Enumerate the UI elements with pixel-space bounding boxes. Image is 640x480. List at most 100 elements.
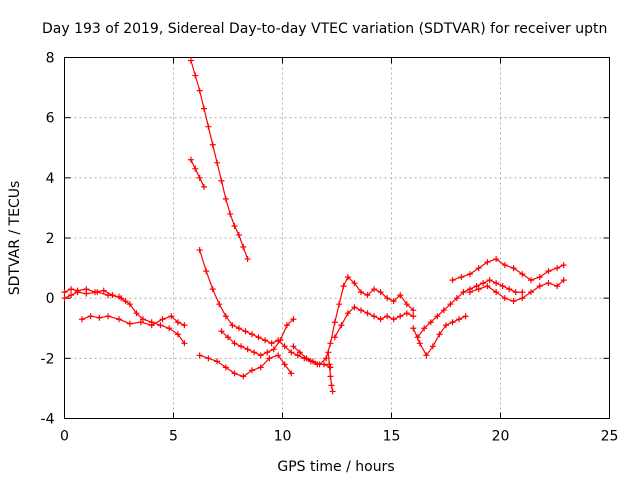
data-point (390, 298, 397, 305)
data-point (327, 364, 334, 371)
y-tick-label: 0 (46, 291, 55, 307)
data-point (434, 313, 441, 320)
data-point (326, 361, 333, 368)
data-point (196, 87, 203, 94)
series-trace-m (414, 277, 526, 341)
data-point (105, 292, 112, 299)
series-trace-c (78, 313, 188, 329)
data-point (105, 313, 112, 320)
y-axis-label: SDTVAR / TECUs (7, 181, 23, 296)
data-point (235, 231, 242, 238)
data-point (371, 286, 378, 293)
y-tick-label: -2 (41, 351, 55, 367)
data-point (248, 331, 255, 338)
data-point (480, 280, 487, 287)
data-point (331, 334, 338, 341)
data-point (336, 301, 343, 308)
data-point (443, 322, 449, 329)
data-point (423, 352, 430, 359)
data-point (231, 340, 238, 347)
data-point (351, 280, 358, 287)
data-point (148, 322, 155, 329)
data-point (255, 334, 262, 341)
data-point (251, 349, 258, 356)
chart-title: Day 193 of 2019, Sidereal Day-to-day VTE… (42, 21, 607, 37)
y-tick-label: 2 (46, 231, 55, 247)
series-line (334, 306, 414, 338)
data-point (554, 265, 561, 272)
data-point (214, 159, 221, 166)
data-point (216, 301, 223, 308)
series-trace-n (449, 256, 567, 284)
data-point (449, 277, 456, 284)
data-point (196, 352, 203, 359)
data-point (218, 177, 225, 184)
data-point (78, 316, 85, 323)
data-point (218, 328, 225, 335)
data-point (288, 370, 295, 377)
data-point (205, 123, 212, 130)
data-point (323, 355, 330, 362)
data-point (427, 319, 434, 326)
data-point (536, 274, 543, 281)
data-point (231, 370, 238, 377)
data-point (449, 319, 456, 326)
data-point (453, 295, 460, 302)
data-point (466, 289, 473, 296)
data-point (181, 322, 188, 329)
data-point (231, 222, 238, 229)
y-tick-label: 4 (46, 171, 55, 187)
y-tick-label: 6 (46, 111, 55, 127)
data-point (294, 352, 301, 359)
data-point (403, 301, 410, 308)
data-point (371, 313, 378, 320)
series-group (61, 57, 567, 395)
data-point (331, 319, 338, 326)
data-point (281, 361, 288, 368)
series-trace-h (218, 316, 297, 359)
data-point (257, 364, 264, 371)
data-point (325, 349, 332, 356)
data-point (364, 310, 371, 317)
data-point (486, 277, 493, 284)
data-point (493, 256, 500, 263)
data-point (238, 343, 245, 350)
data-point (270, 346, 277, 353)
data-point (61, 295, 68, 302)
data-point (100, 287, 107, 294)
y-tick-label: -4 (41, 412, 55, 428)
series-line (190, 159, 205, 188)
data-point (262, 337, 269, 344)
data-point (126, 301, 133, 308)
x-tick-label: 20 (492, 429, 510, 445)
y-tick-label: 8 (46, 51, 55, 67)
data-point (328, 382, 335, 389)
series-trace-j (325, 349, 336, 395)
data-point (192, 72, 199, 79)
data-point (329, 388, 336, 395)
data-point (290, 316, 297, 323)
x-tick-label: 5 (169, 429, 178, 445)
data-point (344, 310, 351, 317)
data-point (240, 373, 247, 380)
series-trace-i (290, 274, 417, 368)
data-point (410, 325, 417, 332)
data-point (201, 183, 208, 190)
x-tick-label: 15 (383, 429, 401, 445)
series-line (199, 249, 331, 368)
grid (64, 57, 610, 419)
data-point (460, 289, 467, 296)
data-point (484, 283, 491, 290)
data-point (456, 316, 463, 323)
data-point (240, 244, 247, 251)
data-point (554, 283, 561, 290)
data-point (519, 289, 526, 296)
data-point (421, 325, 428, 332)
data-point (187, 57, 194, 64)
data-point (290, 343, 297, 350)
data-point (196, 174, 203, 181)
data-point (68, 286, 75, 293)
data-point (377, 289, 384, 296)
data-point (196, 247, 203, 254)
data-point (139, 316, 146, 323)
